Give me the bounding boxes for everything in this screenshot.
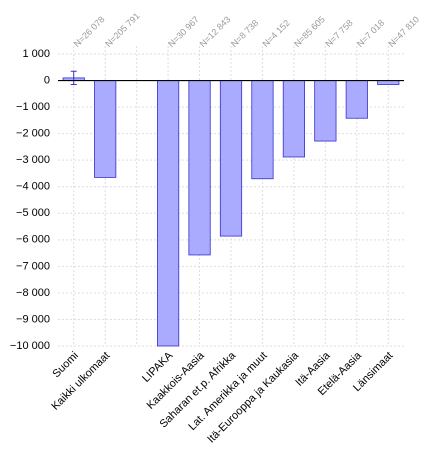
y-tick-label: −4 000 bbox=[16, 181, 50, 193]
count-label: N=4 152 bbox=[260, 18, 291, 49]
y-tick-label: −10 000 bbox=[10, 340, 50, 352]
y-tick-label: 1 000 bbox=[22, 48, 50, 60]
bar bbox=[219, 80, 243, 237]
bar bbox=[188, 80, 211, 256]
count-label: N=12 843 bbox=[198, 14, 233, 49]
bar bbox=[251, 80, 274, 180]
count-label: N=7 758 bbox=[323, 18, 354, 49]
bar bbox=[282, 80, 306, 158]
count-label: N=8 738 bbox=[229, 18, 260, 49]
x-tick-label: Suomi bbox=[50, 350, 81, 381]
bar bbox=[94, 80, 117, 178]
bar bbox=[156, 80, 180, 347]
y-tick-label: −5 000 bbox=[16, 207, 50, 219]
y-tick-label: −7 000 bbox=[16, 260, 50, 272]
y-tick-label: −8 000 bbox=[16, 287, 50, 299]
y-tick-label: −6 000 bbox=[16, 234, 50, 246]
y-tick-label: −2 000 bbox=[16, 128, 50, 140]
y-tick-label: −3 000 bbox=[16, 154, 50, 166]
count-label: N=7 018 bbox=[355, 18, 386, 49]
bar bbox=[314, 80, 337, 142]
count-label: N=30 967 bbox=[166, 14, 201, 49]
bar bbox=[345, 80, 368, 119]
y-tick-label: −9 000 bbox=[16, 313, 50, 325]
y-tick-label: −1 000 bbox=[16, 101, 50, 113]
count-label: N=205 791 bbox=[103, 11, 141, 49]
count-label: N=85 605 bbox=[292, 14, 327, 49]
y-tick-label: 0 bbox=[44, 74, 50, 86]
x-tick-label: Kaikki ulkomaat bbox=[49, 350, 112, 413]
count-label: N=47 810 bbox=[386, 14, 421, 49]
count-label: N=26 078 bbox=[72, 14, 107, 49]
